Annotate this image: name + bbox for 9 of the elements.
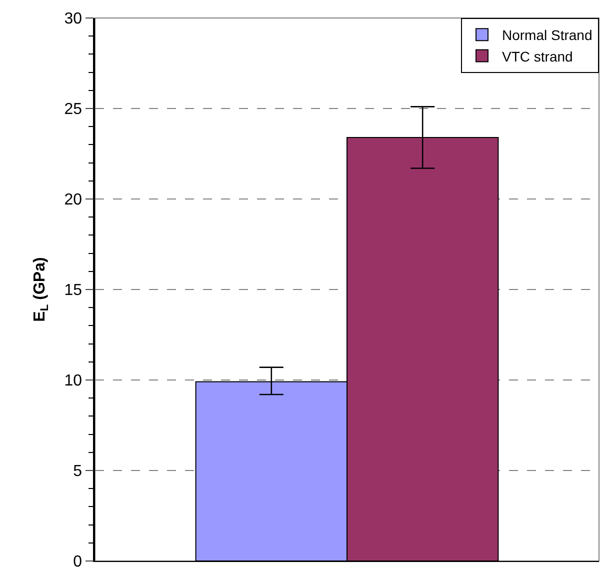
y-tick-label: 30 (64, 10, 82, 28)
y-tick-label: 0 (73, 554, 82, 571)
y-tick-label: 5 (73, 463, 82, 480)
legend-label: Normal Strand (502, 27, 592, 44)
y-tick-label: 20 (64, 192, 82, 209)
y-tick-label: 25 (64, 101, 82, 118)
legend-label: VTC strand (502, 48, 573, 64)
y-tick-label: 15 (64, 282, 82, 300)
y-tick-label: 10 (64, 372, 82, 390)
